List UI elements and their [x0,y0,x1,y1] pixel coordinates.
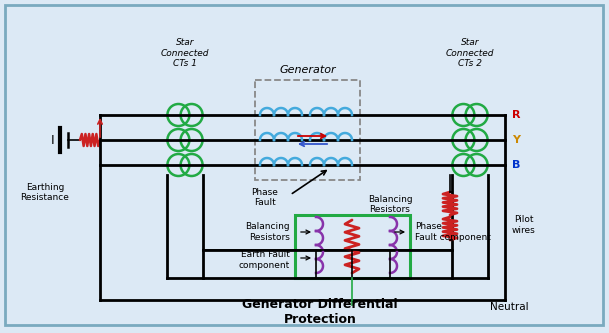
Text: Earth Fault
component: Earth Fault component [239,250,290,270]
Text: Pilot
wires: Pilot wires [512,215,536,235]
Text: Y: Y [512,135,520,145]
Text: Generator Differential
Protection: Generator Differential Protection [242,298,398,326]
Bar [255,80,360,180]
Text: Neutral: Neutral [490,302,529,312]
Bar [295,215,410,278]
Text: Generator: Generator [279,65,336,75]
Text: Balancing
Resistors: Balancing Resistors [368,195,412,214]
Text: Phase
Fault component: Phase Fault component [415,222,491,242]
Text: Balancing
Resistors: Balancing Resistors [245,222,290,242]
Text: Star
Connected
CTs 1: Star Connected CTs 1 [161,38,209,68]
Text: Phase
Fault: Phase Fault [252,187,278,207]
Text: I: I [51,134,55,147]
Text: Earthing
Resistance: Earthing Resistance [21,183,69,202]
Text: Star
Connected
CTs 2: Star Connected CTs 2 [446,38,495,68]
Text: R: R [512,110,521,120]
Text: B: B [512,160,520,170]
